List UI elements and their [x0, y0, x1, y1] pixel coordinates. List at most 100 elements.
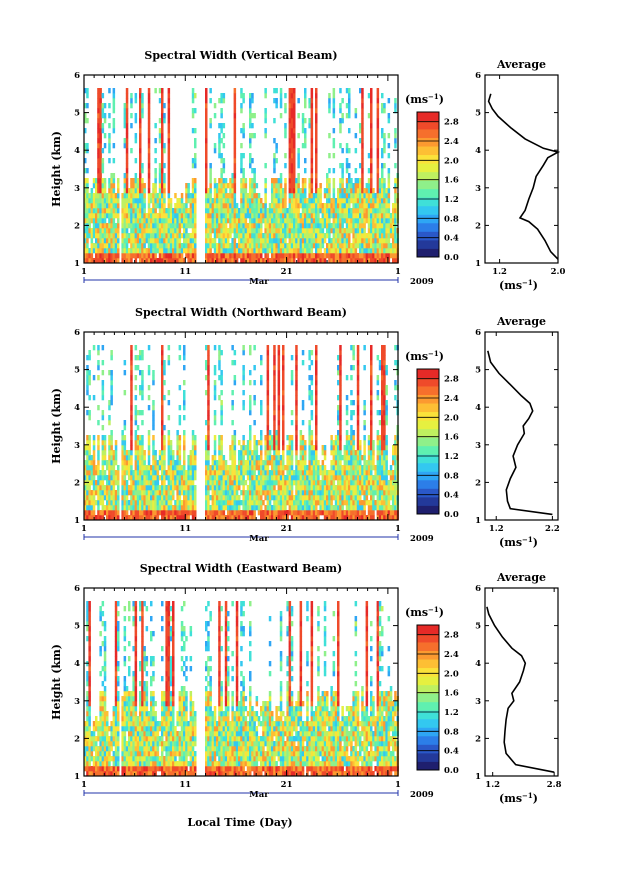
heatmap-cell [112, 143, 116, 149]
heatmap-cell [227, 183, 230, 189]
heatmap-cell [139, 133, 142, 139]
heatmap-cell [152, 248, 155, 254]
heatmap-cell [308, 238, 311, 244]
heatmap-cell [341, 208, 344, 214]
heatmap-cell [266, 243, 270, 249]
heatmap-cell [176, 440, 179, 446]
heatmap-cell [176, 450, 179, 456]
heatmap-cell [178, 440, 182, 446]
heatmap-cell [152, 420, 155, 426]
heatmap-cell [191, 93, 195, 99]
heatmap-cell [273, 258, 276, 264]
heatmap-cell [123, 253, 127, 259]
heatmap-cell [293, 123, 296, 129]
heatmap-cell [295, 248, 298, 254]
heatmap-cell [205, 490, 208, 496]
heatmap-cell [213, 253, 217, 259]
heatmap-cell [264, 495, 267, 501]
heatmap-cell [361, 253, 364, 259]
heatmap-cell [370, 163, 373, 169]
heatmap-cell [97, 238, 100, 244]
heatmap-cell [339, 410, 342, 416]
heatmap-cell [308, 450, 311, 456]
heatmap-cell [152, 243, 155, 249]
heatmap-cell [86, 143, 89, 149]
heatmap-cell [348, 213, 351, 219]
heatmap-cell [130, 345, 133, 351]
heatmap-cell [172, 248, 175, 254]
heatmap-cell [394, 238, 397, 244]
heatmap-cell [130, 510, 133, 516]
heatmap-cell [350, 178, 353, 184]
heatmap-cell [253, 178, 256, 184]
heatmap-cell [332, 193, 336, 199]
heatmap-cell [337, 460, 340, 466]
heatmap-cell [211, 485, 215, 491]
heatmap-cell [139, 138, 142, 144]
heatmap-cell [341, 480, 344, 486]
heatmap-cell [117, 505, 120, 511]
heatmap-cell [134, 355, 138, 361]
heatmap-cell [84, 208, 87, 214]
heatmap-cell [299, 188, 303, 194]
heatmap-cell [191, 108, 195, 114]
heatmap-cell [227, 485, 230, 491]
heatmap-cell [317, 253, 320, 259]
heatmap-cell [92, 490, 96, 496]
heatmap-cell [315, 465, 318, 471]
heatmap-cell [84, 515, 87, 521]
heatmap-cell [282, 500, 285, 506]
heatmap-cell [117, 515, 120, 521]
heatmap-cell [167, 475, 171, 481]
heatmap-cell [114, 495, 118, 501]
heatmap-cell [273, 445, 276, 451]
heatmap-cell [290, 370, 294, 376]
heatmap-cell [284, 198, 287, 204]
heatmap-cell [240, 198, 243, 204]
heatmap-cell [308, 258, 311, 264]
heatmap-cell [370, 253, 373, 259]
heatmap-cell [288, 183, 292, 189]
heatmap-cell [337, 455, 340, 461]
heatmap-cell [106, 475, 109, 481]
heatmap-cell [235, 218, 239, 224]
heatmap-cell [339, 143, 342, 149]
heatmap-cell [295, 223, 298, 229]
heatmap-cell [152, 193, 155, 199]
heatmap-cell [315, 405, 318, 411]
heatmap-cell [282, 203, 285, 209]
heatmap-cell [134, 118, 138, 124]
heatmap-cell [339, 435, 342, 441]
heatmap-cell [341, 178, 344, 184]
heatmap-cell [257, 440, 261, 446]
heatmap-cell [257, 213, 261, 219]
heatmap-cell [101, 410, 105, 416]
heatmap-cell [92, 465, 96, 471]
heatmap-cell [150, 243, 153, 249]
heatmap-cell [185, 500, 188, 506]
heatmap-cell [222, 515, 226, 521]
heatmap-cell [108, 248, 111, 254]
heatmap-cell [112, 118, 116, 124]
heatmap-cell [125, 183, 129, 189]
heatmap-cell [319, 505, 322, 511]
heatmap-cell [86, 450, 89, 456]
heatmap-cell [139, 148, 142, 154]
heatmap-cell [244, 178, 248, 184]
heatmap-cell [315, 108, 318, 114]
heatmap-cell [150, 198, 153, 204]
heatmap-cell [88, 505, 91, 511]
heatmap-cell [213, 345, 217, 351]
heatmap-cell [290, 128, 294, 134]
heatmap-cell [163, 365, 166, 371]
heatmap-cell [147, 98, 151, 104]
heatmap-cell [240, 465, 243, 471]
heatmap-cell [134, 480, 138, 486]
heatmap-cell [103, 243, 107, 249]
heatmap-cell [207, 450, 210, 456]
heatmap-cell [139, 390, 142, 396]
heatmap-cell [387, 113, 391, 119]
heatmap-cell [123, 425, 127, 431]
heatmap-cell [167, 345, 171, 351]
heatmap-cell [191, 213, 195, 219]
